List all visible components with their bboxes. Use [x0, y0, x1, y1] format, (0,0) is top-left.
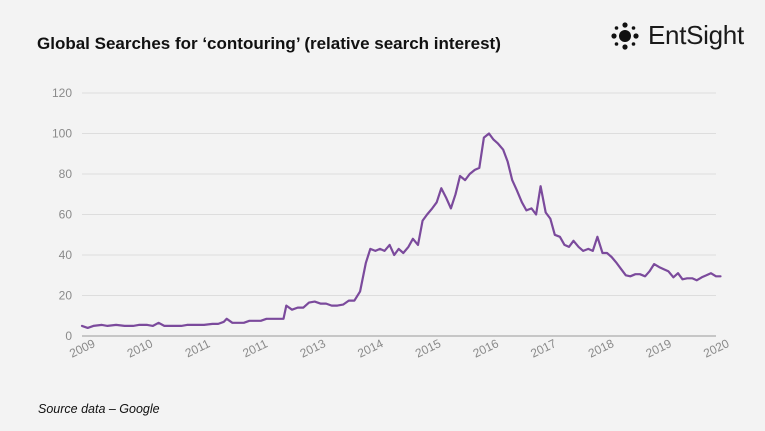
brand-logo: EntSight — [608, 20, 744, 51]
x-tick-label: 2015 — [413, 336, 443, 360]
y-tick-label: 20 — [59, 289, 73, 303]
y-tick-label: 60 — [59, 208, 73, 222]
grid-lines — [82, 92, 716, 337]
x-tick-label: 2011 — [183, 336, 213, 360]
y-tick-label: 40 — [59, 248, 73, 262]
source-note: Source data – Google — [38, 402, 160, 416]
y-tick-label: 0 — [65, 329, 72, 343]
y-axis-ticks: 0 20 40 60 80 100 120 — [52, 86, 72, 343]
chart-title: Global Searches for ‘contouring’ (relati… — [37, 34, 501, 53]
x-tick-label: 2010 — [125, 336, 155, 360]
dot-cluster-icon — [611, 21, 639, 50]
series-line — [80, 132, 722, 329]
x-tick-label: 2019 — [644, 336, 674, 360]
y-tick-label: 100 — [52, 127, 72, 141]
x-tick-label: 2014 — [355, 336, 385, 360]
x-axis-ticks: 2009 2010 2011 2011 2013 2014 2015 2016 2017 2018… — [67, 336, 731, 360]
x-tick-label: 2018 — [586, 336, 616, 360]
x-tick-label: 2013 — [298, 336, 328, 360]
x-tick-label: 2011 — [240, 336, 270, 360]
x-tick-label: 2020 — [701, 336, 731, 360]
x-tick-label: 2017 — [528, 336, 558, 360]
series-layer — [80, 132, 722, 329]
y-tick-label: 80 — [59, 167, 73, 181]
logo-text: EntSight — [648, 20, 744, 50]
y-tick-label: 120 — [52, 86, 72, 100]
x-tick-label: 2016 — [471, 336, 501, 360]
